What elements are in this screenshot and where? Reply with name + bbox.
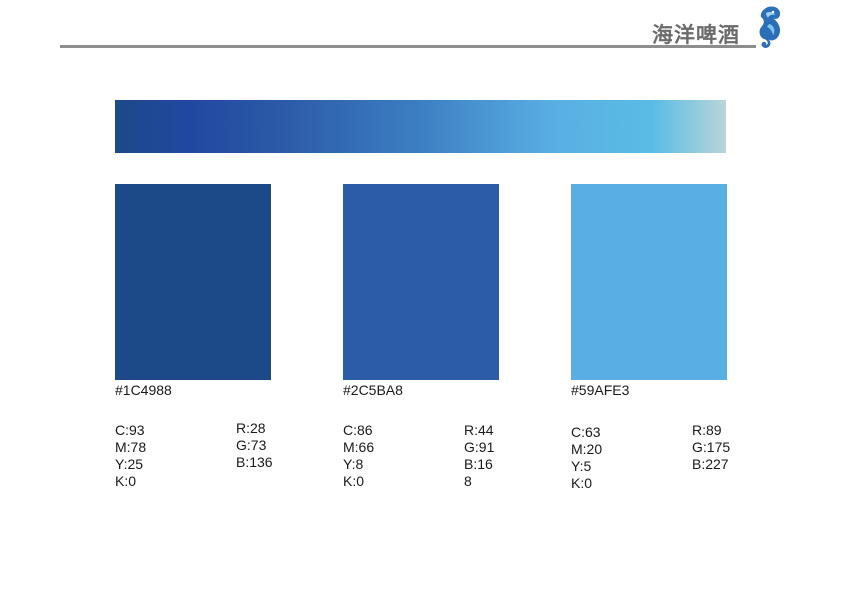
rgb-b: B:136	[236, 454, 273, 470]
rgb-b: B:227	[692, 456, 729, 472]
header-divider	[60, 45, 756, 48]
cmyk-values: C:86 M:66 Y:8 K:0	[343, 422, 374, 490]
swatch-color-block	[571, 184, 727, 380]
cmyk-c: C:63	[571, 424, 601, 440]
rgb-g: G:73	[236, 437, 267, 453]
color-swatch: #59AFE3 C:63 M:20 Y:5 K:0 R:89 G:175 B:2…	[571, 184, 731, 504]
rgb-values: R:44 G:91 B:16 8	[464, 422, 494, 490]
cmyk-m: M:20	[571, 441, 603, 457]
swatch-color-block	[343, 184, 499, 380]
cmyk-y: Y:8	[343, 456, 364, 472]
cmyk-m: M:66	[343, 439, 375, 455]
rgb-values: R:28 G:73 B:136	[236, 420, 273, 471]
rgb-r: R:89	[692, 422, 722, 438]
rgb-b: B:16	[464, 456, 493, 472]
cmyk-k: K:0	[343, 473, 365, 489]
rgb-g: G:175	[692, 439, 731, 455]
hex-code: #59AFE3	[571, 382, 630, 398]
rgb-r: R:44	[464, 422, 494, 438]
cmyk-k: K:0	[115, 473, 137, 489]
hex-code: #1C4988	[115, 382, 172, 398]
cmyk-m: M:78	[115, 439, 147, 455]
hex-code: #2C5BA8	[343, 382, 403, 398]
rgb-values: R:89 G:175 B:227	[692, 422, 730, 473]
cmyk-k: K:0	[571, 475, 593, 491]
cmyk-values: C:93 M:78 Y:25 K:0	[115, 422, 146, 490]
color-gradient-bar	[115, 100, 726, 153]
cmyk-c: C:93	[115, 422, 145, 438]
cmyk-values: C:63 M:20 Y:5 K:0	[571, 424, 602, 492]
cmyk-y: Y:25	[115, 456, 144, 472]
seahorse-logo-icon	[759, 6, 781, 49]
rgb-g: G:91	[464, 439, 495, 455]
color-swatch: #2C5BA8 C:86 M:66 Y:8 K:0 R:44 G:91 B:16…	[343, 184, 503, 504]
color-swatch: #1C4988 C:93 M:78 Y:25 K:0 R:28 G:73 B:1…	[115, 184, 275, 504]
brand-name: 海洋啤酒	[652, 23, 740, 47]
swatch-color-block	[115, 184, 271, 380]
cmyk-c: C:86	[343, 422, 373, 438]
cmyk-y: Y:5	[571, 458, 592, 474]
rgb-b-overflow: 8	[464, 473, 472, 489]
rgb-r: R:28	[236, 420, 266, 436]
